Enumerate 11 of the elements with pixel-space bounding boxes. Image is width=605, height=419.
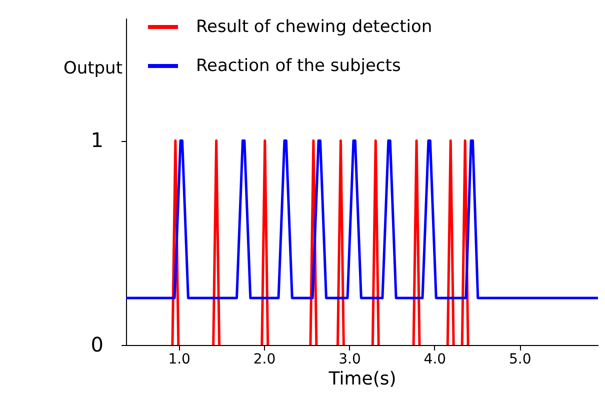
x-axis-title: Time(s) — [328, 368, 396, 390]
y-tick-label: 0 — [90, 332, 104, 356]
x-tick-label: 3.0 — [338, 352, 361, 368]
y-tick-label: 1 — [90, 128, 104, 152]
legend-label: Reaction of the subjects — [196, 56, 401, 76]
x-tick-label: 5.0 — [508, 352, 532, 368]
x-tick-label: 1.0 — [168, 352, 190, 368]
y-axis-title: Output — [63, 58, 123, 78]
legend-label: Result of chewing detection — [196, 17, 432, 37]
x-tick-label: 4.0 — [424, 352, 446, 368]
x-tick-label: 2.0 — [253, 352, 276, 368]
